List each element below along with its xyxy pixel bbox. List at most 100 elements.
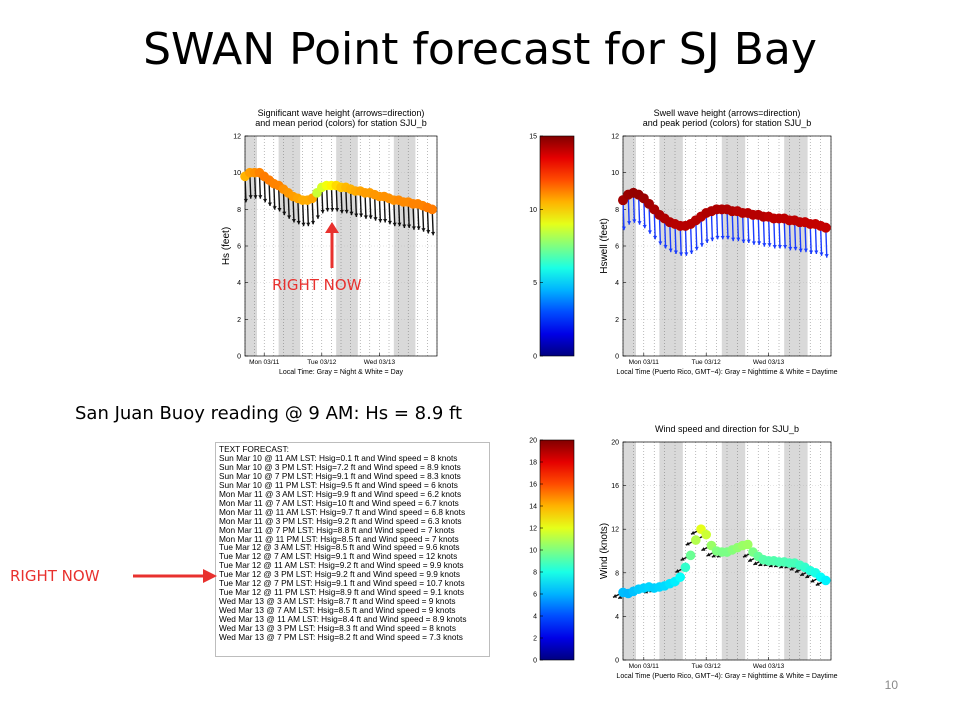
direction-arrowhead [691, 530, 695, 535]
direction-arrowhead [805, 574, 810, 579]
swell-height-chart: Swell wave height (arrows=direction) and … [583, 100, 873, 390]
direction-arrowhead [397, 222, 402, 227]
direction-arrowhead [795, 568, 799, 573]
direction-arrowhead [673, 250, 678, 254]
direction-arrowhead [325, 207, 330, 212]
y-tick-label: 2 [237, 317, 241, 324]
y-tick-label: 16 [611, 483, 619, 490]
x-tick-label: Mon 03/11 [249, 359, 280, 366]
y-tick-label: 12 [611, 527, 619, 534]
direction-arrowhead [814, 250, 819, 254]
direction-arrowhead [710, 237, 715, 242]
direction-arrow [778, 218, 781, 249]
direction-arrow [622, 200, 625, 231]
period-colorbar: 15 10 5 0 [520, 130, 580, 365]
y-tick-label: 4 [237, 280, 241, 287]
direction-arrowhead [621, 226, 626, 231]
text-forecast-lines: Sun Mar 10 @ 11 AM LST: Hsig=0.1 ft and … [219, 454, 486, 642]
y-axis-label: Hswell (feet) [599, 218, 610, 274]
x-tick-label: Tue 03/12 [692, 359, 721, 366]
x-tick-label: Wed 03/13 [753, 663, 785, 670]
direction-arrow [705, 212, 708, 244]
direction-arrowhead [243, 198, 248, 203]
direction-arrowhead [320, 209, 325, 214]
direction-arrowhead [402, 224, 407, 228]
direction-arrowhead [344, 209, 349, 214]
wind-colorbar: 20 18 16 14 12 10 8 6 4 2 0 [520, 432, 580, 667]
direction-arrowhead [824, 254, 829, 258]
direction-arrowhead [658, 241, 663, 245]
x-tick-label: Tue 03/12 [307, 359, 336, 366]
direction-arrow [726, 209, 729, 240]
y-tick-label: 12 [233, 134, 241, 141]
direction-arrowhead [815, 582, 820, 586]
direction-arrow [773, 218, 776, 249]
data-point [675, 572, 685, 582]
colorbar-tick-label: 4 [533, 614, 537, 621]
direction-arrow [643, 198, 646, 229]
slide-title: SWAN Point forecast for SJ Bay [143, 24, 817, 75]
text-forecast-line: Mon Mar 11 @ 11 AM LST: Hsig=9.7 ft and … [219, 506, 466, 517]
data-point [691, 535, 701, 545]
direction-arrowhead [810, 578, 815, 583]
y-tick-label: 20 [611, 440, 619, 447]
direction-arrow [689, 223, 693, 255]
colorbar-tick-label: 2 [533, 636, 537, 643]
direction-arrowhead [800, 572, 805, 576]
direction-arrow [663, 218, 667, 249]
text-forecast-line: Wed Mar 13 @ 7 AM LST: Hsig=8.5 ft and W… [219, 605, 456, 616]
night-band [623, 442, 636, 660]
y-tick-label: 12 [611, 134, 619, 141]
direction-arrowhead [407, 224, 412, 228]
y-axis-label: Hs (feet) [221, 227, 232, 265]
direction-arrowhead [627, 221, 632, 225]
direction-arrowhead [339, 209, 344, 214]
y-tick-label: 0 [237, 354, 241, 361]
chart-title: Significant wave height (arrows=directio… [258, 108, 425, 118]
direction-arrowhead [637, 221, 642, 225]
direction-arrowhead [642, 224, 647, 229]
direction-arrowhead [715, 235, 720, 240]
y-tick-label: 10 [611, 170, 619, 177]
direction-arrowhead [431, 231, 436, 236]
colorbar-bar [539, 135, 575, 357]
direction-arrow [695, 220, 698, 251]
night-band [784, 442, 808, 660]
direction-arrowhead [819, 252, 824, 256]
text-forecast-line: Mon Mar 11 @ 3 AM LST: Hsig=9.9 ft and W… [219, 488, 462, 499]
colorbar-tick-label: 18 [529, 460, 537, 467]
text-forecast-line: Mon Mar 11 @ 3 PM LST: Hsig=9.2 ft and W… [219, 515, 462, 526]
direction-arrowhead [282, 211, 287, 216]
direction-arrowhead [306, 222, 311, 227]
direction-arrowhead [416, 226, 421, 230]
direction-arrowhead [368, 215, 373, 219]
colorbar-tick-label: 0 [533, 354, 537, 361]
colorbar-tick-label: 5 [533, 280, 537, 287]
direction-arrowhead [748, 558, 753, 562]
data-point [685, 550, 696, 561]
wave-height-chart: Significant wave height (arrows=directio… [190, 100, 460, 390]
direction-arrowhead [311, 220, 316, 225]
direction-arrowhead [767, 243, 772, 247]
text-forecast-line: Tue Mar 12 @ 11 PM LST: Hsig=8.9 ft and … [219, 587, 465, 598]
direction-arrow [653, 209, 656, 240]
direction-arrowhead [788, 246, 793, 251]
colorbar-tick-label: 16 [529, 482, 537, 489]
direction-arrowhead [411, 226, 416, 230]
chart-title: Wind speed and direction for SJU_b [655, 424, 799, 434]
direction-arrow [700, 216, 703, 247]
direction-arrowhead [354, 213, 359, 217]
direction-arrowhead [757, 241, 762, 245]
direction-arrowhead [421, 228, 426, 232]
direction-arrow [674, 223, 677, 255]
x-tick-label: Tue 03/12 [692, 663, 721, 670]
text-forecast-line: Mon Mar 11 @ 11 PM LST: Hsig=8.5 ft and … [219, 533, 459, 544]
direction-arrowhead [809, 250, 814, 254]
chart-subtitle: and mean period (colors) for station SJU… [255, 118, 427, 128]
x-axis-label: Local Time (Puerto Rico, GMT−4): Gray = … [616, 673, 837, 680]
direction-arrowhead [253, 195, 258, 199]
period-colorbar-svg: 15 10 5 0 [529, 134, 575, 361]
text-forecast-line: Sun Mar 10 @ 7 PM LST: Hsig=9.1 ft and W… [219, 470, 461, 481]
direction-arrow [809, 223, 812, 255]
text-forecast-header: TEXT FORECAST: [219, 444, 289, 454]
